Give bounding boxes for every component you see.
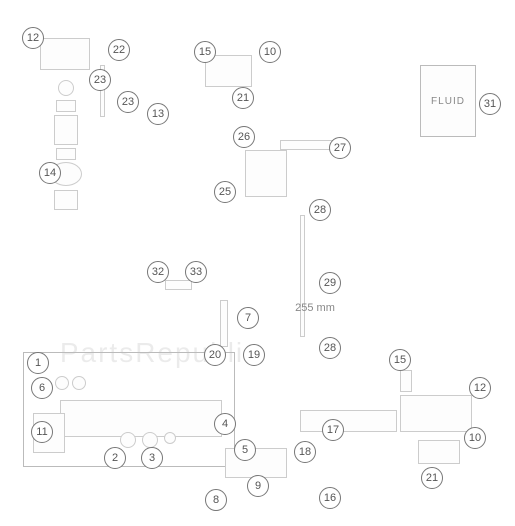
sketch-part — [56, 100, 76, 112]
fluid-label: FLUID — [431, 96, 465, 107]
dimension-label: 255 mm — [295, 302, 335, 314]
sketch-part — [400, 370, 412, 392]
callout-number: 16 — [319, 487, 341, 509]
callout-number: 25 — [214, 181, 236, 203]
callout-number: 10 — [259, 41, 281, 63]
sketch-part — [72, 376, 86, 390]
sketch-part — [54, 115, 78, 145]
sketch-part — [56, 148, 76, 160]
sketch-part — [58, 80, 74, 96]
callout-number: 11 — [31, 421, 53, 443]
callout-number: 10 — [464, 427, 486, 449]
callout-number: 23 — [117, 91, 139, 113]
sketch-part — [60, 400, 222, 437]
sketch-part — [55, 376, 69, 390]
callout-number: 27 — [329, 137, 351, 159]
callout-number: 32 — [147, 261, 169, 283]
callout-number: 5 — [234, 439, 256, 461]
callout-number: 21 — [421, 467, 443, 489]
callout-number: 12 — [22, 27, 44, 49]
callout-number: 21 — [232, 87, 254, 109]
callout-number: 3 — [141, 447, 163, 469]
callout-number: 18 — [294, 441, 316, 463]
sketch-part — [142, 432, 158, 448]
callout-number: 15 — [194, 41, 216, 63]
sketch-part — [300, 410, 397, 432]
callout-number: 26 — [233, 126, 255, 148]
sketch-part — [164, 432, 176, 444]
callout-number: 19 — [243, 344, 265, 366]
callout-number: 14 — [39, 162, 61, 184]
callout-number: 6 — [31, 377, 53, 399]
sketch-part — [300, 215, 305, 337]
sketch-part — [120, 432, 136, 448]
callout-number: 9 — [247, 475, 269, 497]
sketch-part — [418, 440, 460, 464]
callout-number: 22 — [108, 39, 130, 61]
callout-number: 20 — [204, 344, 226, 366]
callout-number: 29 — [319, 272, 341, 294]
sketch-part — [165, 280, 192, 290]
callout-number: 23 — [89, 69, 111, 91]
callout-number: 13 — [147, 103, 169, 125]
sketch-part — [400, 395, 472, 432]
callout-number: 1 — [27, 352, 49, 374]
callout-number: 33 — [185, 261, 207, 283]
callout-number: 28 — [309, 199, 331, 221]
callout-number: 8 — [205, 489, 227, 511]
parts-diagram-canvas: PartsRepublic FLUID 255 mm 1222151023232… — [0, 0, 515, 526]
sketch-part — [245, 150, 287, 197]
sketch-part — [54, 190, 78, 210]
callout-number: 7 — [237, 307, 259, 329]
fluid-container-illustration: FLUID — [420, 65, 476, 137]
callout-number: 4 — [214, 413, 236, 435]
callout-number: 17 — [322, 419, 344, 441]
callout-number: 12 — [469, 377, 491, 399]
sketch-part — [220, 300, 228, 347]
sketch-part — [40, 38, 90, 70]
callout-number: 2 — [104, 447, 126, 469]
callout-number: 28 — [319, 337, 341, 359]
callout-number: 31 — [479, 93, 501, 115]
callout-number: 15 — [389, 349, 411, 371]
